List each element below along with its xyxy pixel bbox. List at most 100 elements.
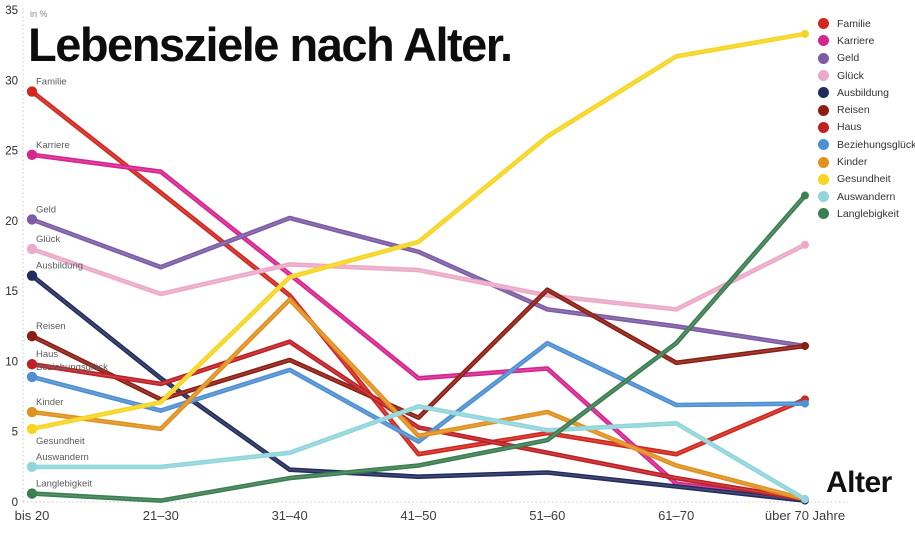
- legend-label: Gesundheit: [837, 173, 891, 186]
- series-inline-label: Karriere: [36, 140, 70, 151]
- series-line-Gesundheit: [29, 31, 808, 432]
- series-start-dot: [26, 270, 38, 281]
- y-tick-label: 0: [12, 497, 18, 509]
- y-tick-label: 35: [5, 5, 18, 17]
- series-line-Glück: [29, 242, 808, 312]
- series-line-sheen: [31, 33, 806, 430]
- legend-dot-icon: [818, 173, 829, 185]
- series-end-dot: [800, 341, 809, 350]
- series-line-Reisen: [29, 287, 808, 421]
- legend-item-Familie: Familie: [818, 15, 915, 32]
- series-start-dot: [26, 149, 38, 160]
- y-tick-label: 20: [5, 216, 18, 228]
- series-start-dot: [26, 406, 38, 418]
- y-tick-label: 15: [5, 286, 18, 298]
- legend-dot-icon: [818, 121, 829, 133]
- y-tick-label: 5: [12, 427, 18, 439]
- series-inline-label: Geld: [36, 204, 56, 215]
- legend-item-Auswandern: Auswandern: [818, 188, 915, 205]
- legend-dot-icon: [818, 156, 829, 168]
- legend: Familie Karriere Geld Glück Ausbildung Reisen…: [818, 15, 915, 223]
- x-tick-label: 61–70: [658, 508, 694, 523]
- legend-item-Karriere: Karriere: [818, 32, 915, 49]
- legend-label: Geld: [837, 52, 860, 65]
- series-line-sheen: [31, 194, 806, 502]
- series-line-sheen: [31, 90, 806, 455]
- legend-label: Reisen: [837, 104, 870, 117]
- legend-dot-icon: [818, 18, 829, 30]
- series-line-sheen: [31, 244, 806, 311]
- legend-label: Beziehungsglück: [837, 138, 915, 151]
- series-inline-label: Reisen: [36, 321, 66, 332]
- legend-dot-icon: [818, 208, 829, 220]
- series-line-sheen: [31, 342, 806, 443]
- series-inline-label: Auswandern: [36, 452, 89, 463]
- series-line-Haus: [29, 339, 808, 502]
- series-line-sheen: [31, 341, 806, 500]
- series-line-Auswandern: [29, 404, 808, 502]
- legend-label: Familie: [837, 17, 871, 30]
- x-axis-title: Alter: [826, 466, 892, 499]
- x-tick-label: 41–50: [400, 508, 436, 523]
- legend-dot-icon: [818, 70, 829, 82]
- legend-label: Karriere: [837, 34, 875, 47]
- legend-item-Geld: Geld: [818, 50, 915, 67]
- series-line-sheen: [31, 275, 806, 502]
- series-start-dot: [26, 488, 38, 499]
- legend-item-Gesundheit: Gesundheit: [818, 171, 915, 188]
- series-line-sheen: [31, 289, 806, 419]
- series-line-Ausbildung: [29, 273, 808, 503]
- series-start-dot: [26, 461, 38, 473]
- series-inline-label: Ausbildung: [36, 261, 83, 272]
- legend-item-Kinder: Kinder: [818, 153, 915, 170]
- series-line-Beziehungsglück: [29, 340, 808, 444]
- series-inline-label: Gesundheit: [36, 436, 85, 447]
- series-line-Geld: [29, 215, 808, 349]
- series-line-Karriere: [29, 152, 808, 502]
- series-start-dot: [26, 86, 38, 97]
- series-inline-label: Haus: [36, 349, 58, 360]
- legend-item-Ausbildung: Ausbildung: [818, 84, 915, 101]
- legend-item-Haus: Haus: [818, 119, 915, 136]
- series-end-dot: [800, 29, 809, 38]
- series-inline-label: Glück: [36, 234, 61, 245]
- series-line-sheen: [31, 405, 806, 500]
- series-inline-label: Familie: [36, 77, 67, 88]
- x-tick-label: 21–30: [143, 508, 179, 523]
- legend-dot-icon: [818, 52, 829, 64]
- series-start-dot: [26, 359, 38, 370]
- series-start-dot: [26, 243, 38, 255]
- series-line-Kinder: [29, 297, 808, 502]
- y-tick-label: 30: [5, 75, 18, 87]
- series-line-sheen: [31, 217, 806, 347]
- legend-dot-icon: [818, 104, 829, 116]
- y-tick-label: 10: [5, 356, 18, 368]
- series-start-dot: [26, 371, 38, 383]
- y-tick-label: 25: [5, 146, 18, 158]
- series-end-dot: [800, 191, 809, 200]
- legend-label: Glück: [837, 69, 864, 82]
- series-line-Langlebigkeit: [29, 193, 808, 503]
- series-end-dot: [800, 399, 809, 408]
- series-start-dot: [26, 423, 38, 435]
- legend-item-Beziehungsglück: Beziehungsglück: [818, 136, 915, 153]
- series-end-dot: [800, 495, 809, 504]
- legend-label: Langlebigkeit: [837, 207, 899, 220]
- series-inline-label: Kinder: [36, 397, 63, 408]
- legend-label: Haus: [837, 121, 862, 134]
- legend-item-Langlebigkeit: Langlebigkeit: [818, 205, 915, 222]
- legend-label: Auswandern: [837, 190, 896, 203]
- series-line-Familie: [29, 89, 808, 457]
- x-tick-label: über 70 Jahre: [765, 508, 845, 523]
- series-line-sheen: [31, 298, 806, 500]
- page-title: Lebensziele nach Alter.: [28, 18, 513, 71]
- series-line-sheen: [31, 154, 806, 500]
- x-tick-label: 51–60: [529, 508, 565, 523]
- series-inline-label: Beziehungsglück: [36, 362, 108, 373]
- legend-dot-icon: [818, 35, 829, 47]
- series-end-dot: [800, 240, 809, 249]
- x-tick-label: 31–40: [272, 508, 308, 523]
- legend-dot-icon: [818, 87, 829, 99]
